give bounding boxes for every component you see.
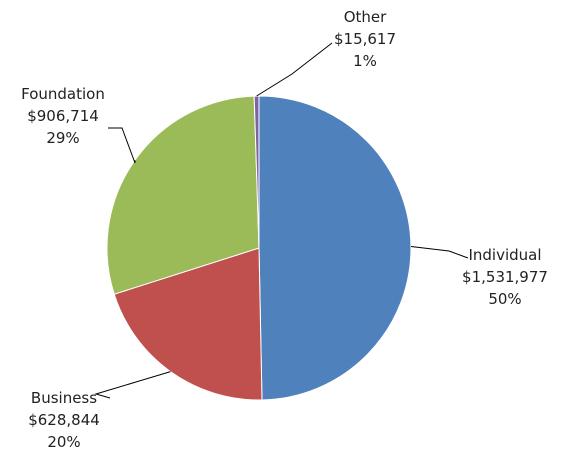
label-individual-percent: 50%: [488, 290, 522, 308]
label-business-name: Business: [30, 389, 98, 407]
label-other-percent: 1%: [353, 52, 377, 70]
label-business-percent: 20%: [47, 433, 81, 451]
data-label-individual: Individual $1,531,977 50%: [450, 244, 560, 310]
pie-slice-business: [113, 247, 263, 401]
data-label-business: Business $628,844 20%: [20, 387, 108, 453]
label-individual-name: Individual: [468, 246, 542, 264]
leader-line-foundation: [108, 127, 136, 164]
pie-slice-other: [253, 95, 260, 249]
leader-line-business: [94, 371, 171, 399]
data-label-foundation: Foundation $906,714 29%: [8, 83, 118, 149]
label-business-amount: $628,844: [28, 411, 100, 429]
label-individual-amount: $1,531,977: [462, 268, 548, 286]
pie-slice-foundation: [106, 95, 260, 295]
label-foundation-name: Foundation: [21, 85, 105, 103]
pie-slice-individual: [258, 95, 412, 401]
label-other-name: Other: [343, 8, 387, 26]
label-foundation-amount: $906,714: [27, 107, 99, 125]
leader-line-other: [256, 42, 333, 97]
leader-line-individual: [410, 246, 469, 259]
label-other-amount: $15,617: [333, 30, 397, 48]
data-label-other: Other $15,617 1%: [330, 6, 400, 72]
label-foundation-percent: 29%: [46, 129, 80, 147]
